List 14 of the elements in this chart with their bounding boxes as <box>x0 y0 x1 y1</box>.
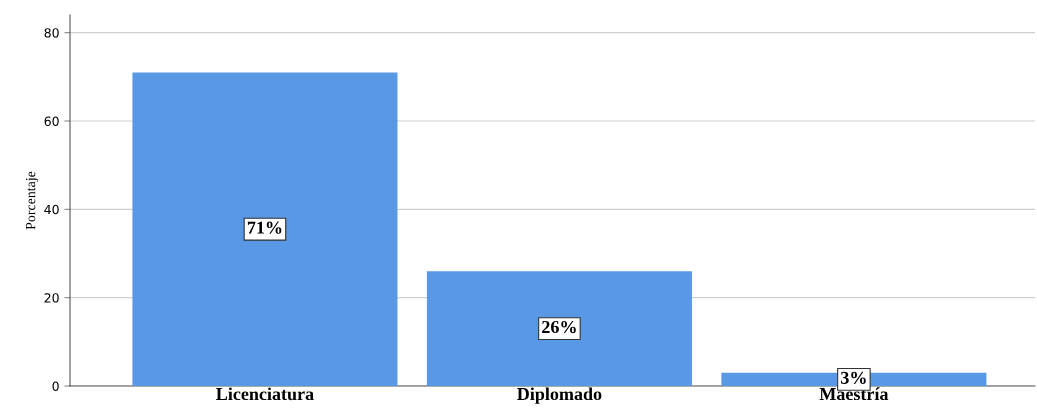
x-tick-label: Maestría <box>819 387 889 401</box>
data-label: 26% <box>542 320 576 334</box>
y-tick-label: 60 <box>44 116 59 126</box>
x-tick-label: Licenciatura <box>216 387 314 401</box>
bar <box>132 72 398 386</box>
data-label: 3% <box>841 371 866 384</box>
bar <box>426 271 692 386</box>
y-tick-label: 20 <box>44 293 59 303</box>
data-label: 71% <box>247 221 282 234</box>
x-tick-label: Diplomado <box>517 387 602 404</box>
y-tick-label: 40 <box>44 204 59 215</box>
y-tick-label: 0 <box>52 381 59 391</box>
y-axis-title: Porcentaje <box>25 171 39 230</box>
y-tick-label: 80 <box>44 28 59 38</box>
